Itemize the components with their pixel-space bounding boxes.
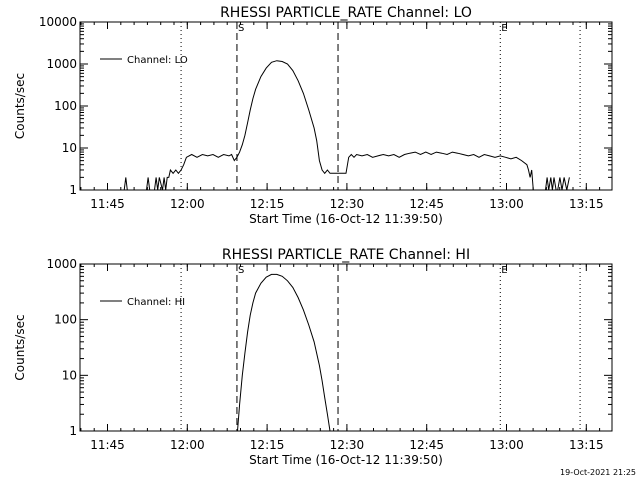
x-tick-label: 12:00 [170,197,205,211]
marker-label: S [238,23,244,34]
y-tick-label: 1 [69,424,77,438]
x-tick-label: 12:30 [330,438,365,452]
y-tick-label: 1000 [46,57,77,71]
x-tick-label: 13:00 [489,438,524,452]
series-line [237,273,331,432]
chart-title: RHESSI PARTICLE_RATE Channel: LO [220,5,472,21]
chart-title: RHESSI PARTICLE_RATE Channel: HI [222,247,470,263]
panel-hi: RHESSI PARTICLE_RATE Channel: HI Start Ti… [13,247,613,467]
y-tick-label: 100 [54,313,77,327]
x-axis-label: Start Time (16-Oct-12 11:39:50) [249,212,443,226]
x-tick-label: 12:45 [409,197,444,211]
series-line [123,60,570,191]
legend-label: Channel: LO [127,55,188,66]
y-tick-label: 100 [54,99,77,113]
legend-label: Channel: HI [127,297,185,308]
plot-frame [79,21,613,191]
panel-lo: RHESSI PARTICLE_RATE Channel: LO Start Ti… [13,5,613,226]
x-tick-label: 12:15 [250,438,285,452]
x-tick-label: 13:15 [569,197,604,211]
y-tick-label: 1000 [46,257,77,271]
y-tick-label: 10 [62,368,77,382]
x-axis-label: Start Time (16-Oct-12 11:39:50) [249,453,443,467]
y-tick-label: 10000 [39,15,77,29]
x-tick-label: 13:15 [569,438,604,452]
plot-frame [79,263,613,432]
x-tick-label: 12:30 [330,197,365,211]
y-axis-label: Counts/sec [13,73,27,139]
x-tick-label: 13:00 [489,197,524,211]
x-tick-label: 12:00 [170,438,205,452]
marker-label: E [501,23,507,34]
y-axis-label: Counts/sec [13,314,27,380]
x-tick-label: 12:45 [409,438,444,452]
y-tick-label: 10 [62,141,77,155]
marker-label: E [501,265,507,276]
footer-timestamp: 19-Oct-2021 21:25 [560,468,636,477]
x-tick-label: 12:15 [250,197,285,211]
marker-label: S [238,265,244,276]
x-tick-label: 11:45 [90,197,125,211]
x-tick-label: 11:45 [90,438,125,452]
y-tick-label: 1 [69,183,77,197]
